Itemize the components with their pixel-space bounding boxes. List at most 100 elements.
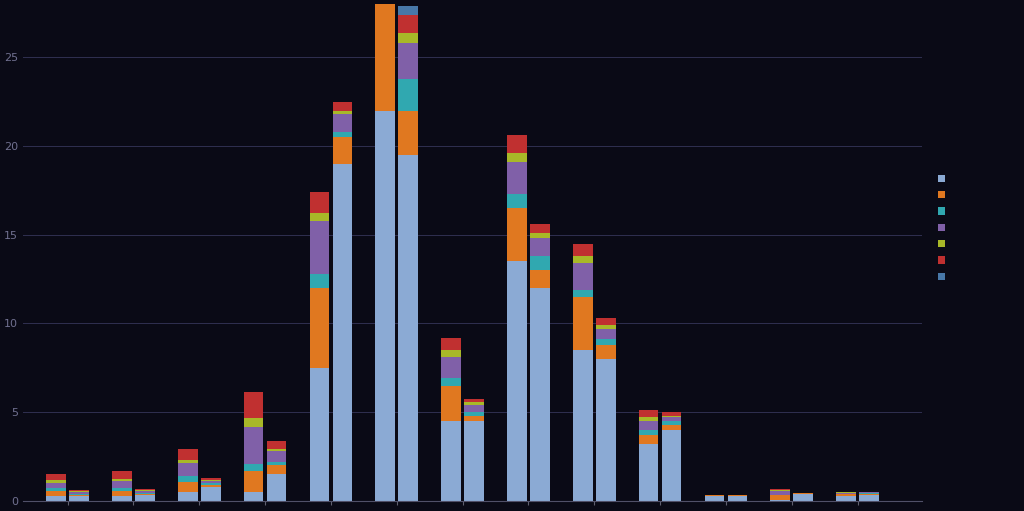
Bar xyxy=(530,270,550,288)
Bar xyxy=(333,114,352,132)
Bar xyxy=(70,495,89,496)
Bar xyxy=(266,449,287,451)
Bar xyxy=(201,478,220,480)
Bar xyxy=(770,491,791,495)
Bar xyxy=(266,451,287,462)
Bar xyxy=(596,329,615,339)
Bar xyxy=(398,43,418,79)
Bar xyxy=(112,487,132,491)
Bar xyxy=(596,318,615,325)
Bar xyxy=(662,415,681,417)
Bar xyxy=(244,427,263,464)
Bar xyxy=(46,491,66,496)
Bar xyxy=(639,410,658,417)
Bar xyxy=(178,449,198,460)
Bar xyxy=(201,485,220,486)
Legend: , , , , , , : , , , , , , xyxy=(936,172,949,284)
Bar xyxy=(639,417,658,421)
Bar xyxy=(572,290,593,297)
Bar xyxy=(201,480,220,481)
Bar xyxy=(596,339,615,345)
Bar xyxy=(662,417,681,421)
Bar xyxy=(135,495,155,501)
Bar xyxy=(333,110,352,114)
Bar xyxy=(266,462,287,466)
Bar xyxy=(333,102,352,110)
Bar xyxy=(309,214,330,221)
Bar xyxy=(333,164,352,501)
Bar xyxy=(112,471,132,479)
Bar xyxy=(46,496,66,501)
Bar xyxy=(112,481,132,487)
Bar xyxy=(639,444,658,501)
Bar xyxy=(70,491,89,492)
Bar xyxy=(178,476,198,482)
Bar xyxy=(507,194,526,208)
Bar xyxy=(859,494,879,495)
Bar xyxy=(441,350,461,357)
Bar xyxy=(398,6,418,15)
Bar xyxy=(507,135,526,153)
Bar xyxy=(70,492,89,494)
Bar xyxy=(770,495,791,500)
Bar xyxy=(572,244,593,256)
Bar xyxy=(662,425,681,430)
Bar xyxy=(266,474,287,501)
Bar xyxy=(178,492,198,501)
Bar xyxy=(572,297,593,350)
Bar xyxy=(705,496,724,501)
Bar xyxy=(859,495,879,501)
Bar xyxy=(201,486,220,501)
Bar xyxy=(837,494,856,496)
Bar xyxy=(244,464,263,471)
Bar xyxy=(530,288,550,501)
Bar xyxy=(398,33,418,43)
Bar xyxy=(530,238,550,256)
Bar xyxy=(662,421,681,425)
Bar xyxy=(244,492,263,501)
Bar xyxy=(596,345,615,359)
Bar xyxy=(46,483,66,489)
Bar xyxy=(244,392,263,419)
Bar xyxy=(178,482,198,492)
Bar xyxy=(639,421,658,430)
Bar xyxy=(135,491,155,493)
Bar xyxy=(639,435,658,444)
Bar xyxy=(309,192,330,214)
Bar xyxy=(662,430,681,501)
Bar xyxy=(507,208,526,261)
Bar xyxy=(464,399,484,402)
Bar xyxy=(309,274,330,288)
Bar xyxy=(46,474,66,480)
Bar xyxy=(441,338,461,350)
Bar xyxy=(441,379,461,385)
Bar xyxy=(441,357,461,379)
Bar xyxy=(639,430,658,435)
Bar xyxy=(376,110,395,501)
Bar xyxy=(309,221,330,274)
Bar xyxy=(464,412,484,415)
Bar xyxy=(135,489,155,490)
Bar xyxy=(794,494,813,501)
Bar xyxy=(398,155,418,501)
Bar xyxy=(572,263,593,290)
Bar xyxy=(112,479,132,481)
Bar xyxy=(178,460,198,462)
Bar xyxy=(201,483,220,485)
Bar xyxy=(530,233,550,238)
Bar xyxy=(398,79,418,110)
Bar xyxy=(309,368,330,501)
Bar xyxy=(464,405,484,412)
Bar xyxy=(376,4,395,110)
Bar xyxy=(309,288,330,368)
Bar xyxy=(530,224,550,233)
Bar xyxy=(572,256,593,263)
Bar xyxy=(837,496,856,501)
Bar xyxy=(178,462,198,476)
Bar xyxy=(507,162,526,194)
Bar xyxy=(464,415,484,421)
Bar xyxy=(770,489,791,491)
Bar xyxy=(507,153,526,162)
Bar xyxy=(837,492,856,493)
Bar xyxy=(376,0,395,4)
